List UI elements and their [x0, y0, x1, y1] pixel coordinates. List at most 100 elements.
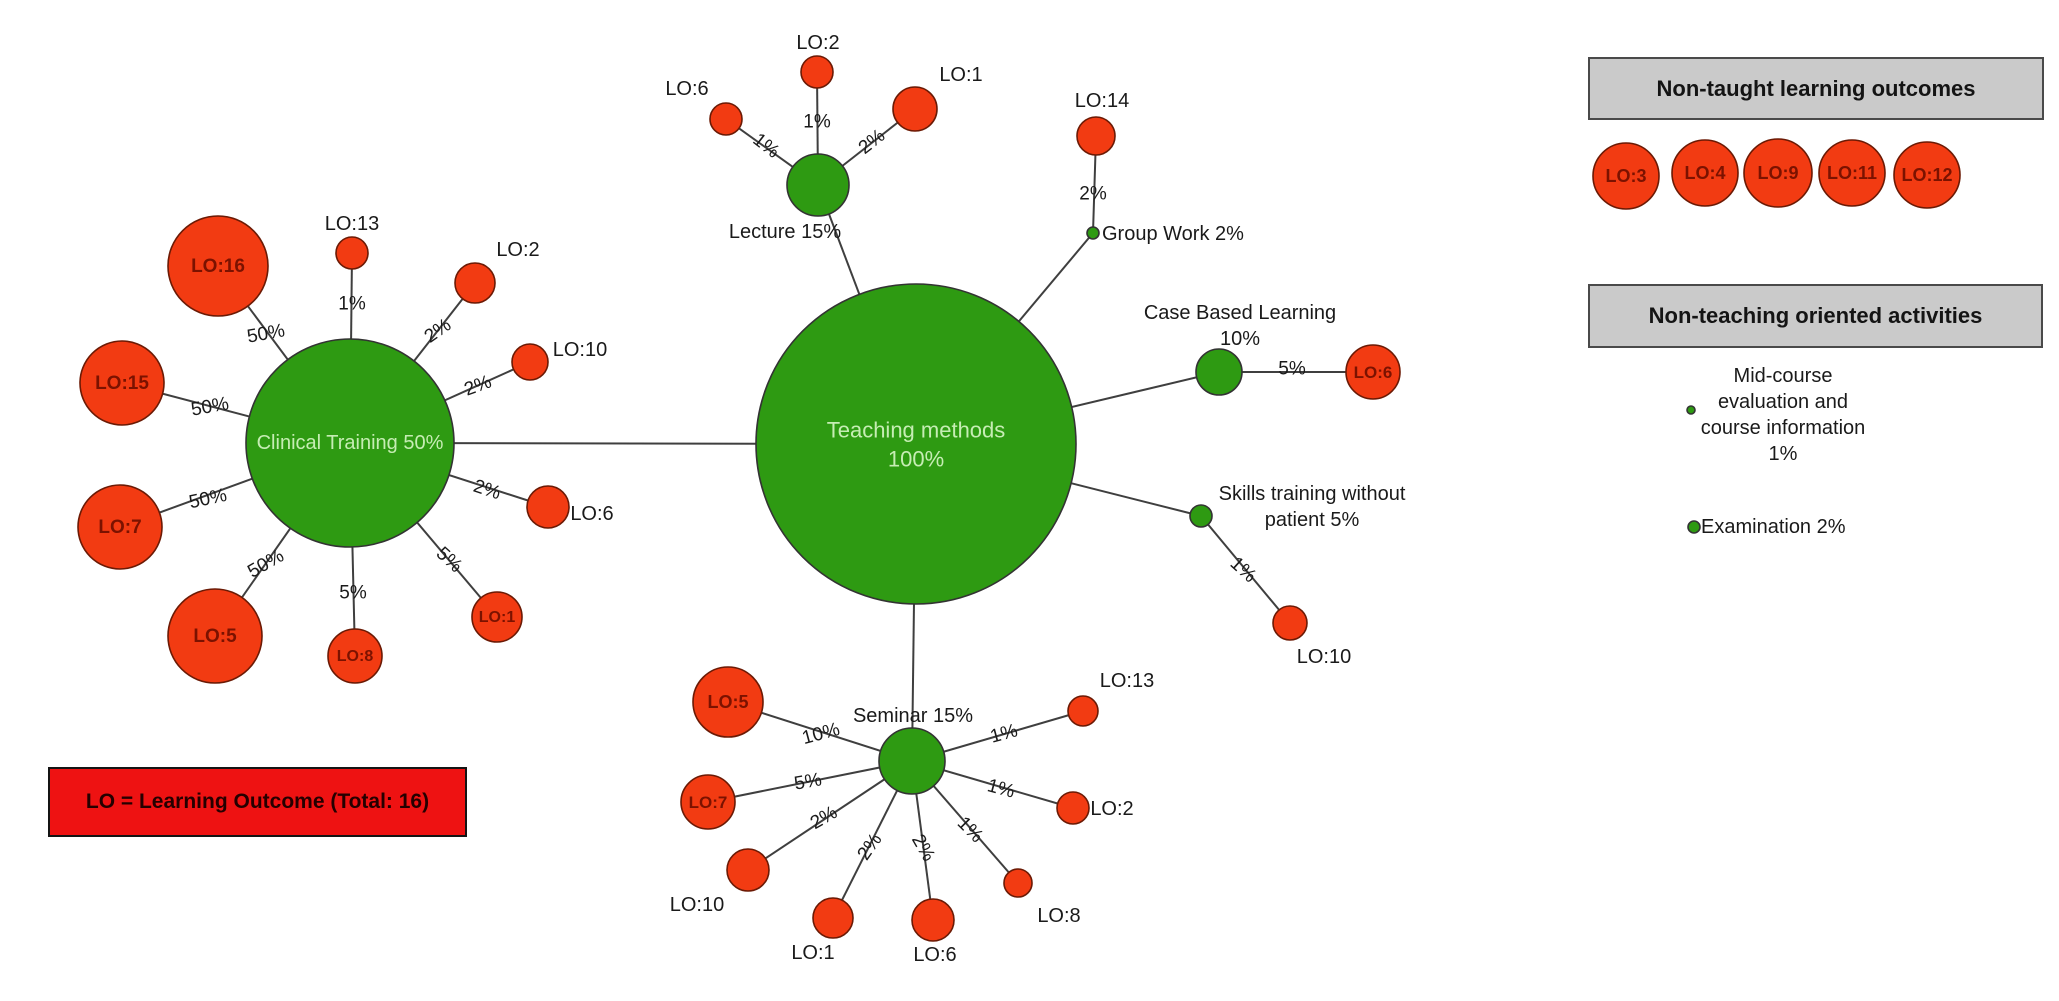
node-cl_lo6-label: LO:6: [570, 503, 613, 525]
node-clinical-circle: [245, 338, 455, 548]
node-cl_lo15-label: LO:15: [95, 373, 149, 394]
node-leg_lo12-circle: [1893, 141, 1961, 209]
edge-label-clinical-cl_lo2: 2%: [421, 314, 456, 347]
node-cl_lo15-circle: [79, 340, 165, 426]
node-sem_lo13-circle: [1067, 695, 1099, 727]
node-sem_lo7-label: LO:7: [689, 793, 728, 812]
node-examination-label: Examination 2%: [1701, 516, 1846, 538]
node-sem_lo2-label: LO:2: [1090, 798, 1133, 820]
node-sem_lo8-label: LO:8: [1037, 905, 1080, 927]
edge-label-clinical-cl_lo8: 5%: [339, 583, 367, 604]
node-examination-circle: [1687, 520, 1701, 534]
node-leg_lo4-label: LO:4: [1684, 163, 1725, 183]
node-sk_lo10-circle: [1272, 605, 1308, 641]
node-seminar-label: Seminar 15%: [853, 705, 973, 727]
node-gw_lo14-circle: [1076, 116, 1116, 156]
node-sem_lo7-circle: [680, 774, 736, 830]
node-cb_lo6-circle: [1345, 344, 1401, 400]
node-leg_lo11-label: LO:11: [1827, 163, 1877, 183]
edge-label-groupwork-gw_lo14: 2%: [1079, 184, 1107, 205]
node-cl_lo6-circle: [526, 485, 570, 529]
node-sem_lo13-label: LO:13: [1100, 670, 1154, 692]
node-sem_lo1-circle: [812, 897, 854, 939]
node-teaching-label: Teaching methods 100%: [827, 417, 1006, 471]
node-leg_lo9-label: LO:9: [1757, 163, 1798, 183]
edge-seminar-sem_lo7: [707, 760, 913, 803]
node-lec_lo2-circle: [800, 55, 834, 89]
legend-non-taught-title: Non-taught learning outcomes: [1656, 75, 1976, 101]
node-cb_lo6-label: LO:6: [1354, 363, 1393, 382]
node-cl_lo13-circle: [335, 236, 369, 270]
legend-non-taught-box: Non-taught learning outcomes: [1588, 57, 2044, 120]
node-leg_lo12-label: LO:12: [1901, 165, 1952, 185]
node-casebased-circle: [1195, 348, 1243, 396]
edge-label-clinical-cl_lo13: 1%: [338, 294, 366, 315]
edge-label-seminar-sem_lo6: 2%: [907, 831, 939, 865]
node-seminar-circle: [878, 727, 946, 795]
node-lecture-label: Lecture 15%: [729, 221, 842, 243]
node-leg_lo3-label: LO:3: [1605, 166, 1646, 186]
node-midcourse-circle: [1686, 405, 1696, 415]
node-leg_lo9-circle: [1743, 138, 1813, 208]
node-sem_lo1-label: LO:1: [791, 942, 834, 964]
node-sem_lo10-circle: [726, 848, 770, 892]
legend-non-teaching-title: Non-teaching oriented activities: [1648, 303, 1983, 328]
edge-label-seminar-sem_lo1: 2%: [854, 830, 887, 865]
edge-label-lecture-lec_lo1: 2%: [855, 125, 890, 159]
edge-label-seminar-sem_lo10: 2%: [807, 802, 841, 834]
node-lec_lo2-label: LO:2: [796, 32, 839, 54]
node-lec_lo1-label: LO:1: [939, 64, 982, 86]
node-cl_lo5-label: LO:5: [193, 626, 237, 647]
edge-label-clinical-cl_lo15: 50%: [189, 393, 230, 420]
lo-abbreviation-note-box: LO = Learning Outcome (Total: 16): [48, 767, 467, 837]
node-cl_lo8-circle: [327, 628, 383, 684]
edge-label-clinical-cl_lo1: 5%: [432, 543, 467, 577]
node-cl_lo1-circle: [471, 591, 523, 643]
node-sem_lo5-label: LO:5: [707, 692, 748, 712]
node-cl_lo13-label: LO:13: [325, 213, 379, 235]
edge-label-clinical-cl_lo6: 2%: [471, 476, 504, 504]
node-sem_lo2-circle: [1056, 791, 1090, 825]
node-lecture-circle: [786, 153, 850, 217]
node-sem_lo6-circle: [911, 898, 955, 942]
edge-label-clinical-cl_lo16: 50%: [245, 320, 286, 347]
node-sk_lo10-label: LO:10: [1297, 646, 1351, 668]
edge-label-seminar-sem_lo5: 10%: [800, 719, 842, 749]
node-cl_lo7-circle: [77, 484, 163, 570]
node-midcourse-label: Mid-course evaluation and course informati…: [1701, 365, 1866, 465]
node-cl_lo16-circle: [167, 215, 269, 317]
node-cl_lo10-circle: [511, 343, 549, 381]
node-cl_lo7-label: LO:7: [98, 517, 141, 538]
node-cl_lo10-label: LO:10: [553, 339, 607, 361]
node-leg_lo4-circle: [1671, 139, 1739, 207]
edge-label-casebased-cb_lo6: 5%: [1278, 359, 1306, 380]
node-lec_lo6-circle: [709, 102, 743, 136]
edge-label-lecture-lec_lo6: 1%: [749, 129, 784, 163]
node-sem_lo10-label: LO:10: [670, 894, 724, 916]
node-sem_lo5-circle: [692, 666, 764, 738]
node-groupwork-circle: [1086, 226, 1100, 240]
edge-skills-sk_lo10: [1200, 515, 1291, 624]
node-groupwork-label: Group Work 2%: [1102, 223, 1244, 245]
edge-label-seminar-sem_lo13: 1%: [988, 720, 1020, 747]
node-lec_lo6-label: LO:6: [665, 78, 708, 100]
node-cl_lo8-label: LO:8: [337, 648, 374, 665]
node-leg_lo3-circle: [1592, 142, 1660, 210]
node-casebased-label: Case Based Learning 10%: [1144, 302, 1336, 350]
node-skills-circle: [1189, 504, 1213, 528]
node-cl_lo5-circle: [167, 588, 263, 684]
edge-label-clinical-cl_lo10: 2%: [462, 371, 495, 400]
node-leg_lo11-circle: [1818, 139, 1886, 207]
node-cl_lo1-label: LO:1: [479, 609, 516, 626]
lo-abbreviation-note: LO = Learning Outcome (Total: 16): [85, 790, 430, 813]
edge-label-clinical-cl_lo7: 50%: [187, 485, 229, 513]
node-sem_lo6-label: LO:6: [913, 944, 956, 966]
edge-label-seminar-sem_lo2: 1%: [985, 775, 1017, 802]
node-cl_lo2-label: LO:2: [496, 239, 539, 261]
legend-non-teaching-box: Non-teaching oriented activities: [1588, 284, 2043, 348]
edge-label-clinical-cl_lo5: 50%: [244, 545, 288, 582]
edge-label-seminar-sem_lo7: 5%: [793, 769, 824, 794]
node-clinical-label: Clinical Training 50%: [257, 432, 444, 454]
